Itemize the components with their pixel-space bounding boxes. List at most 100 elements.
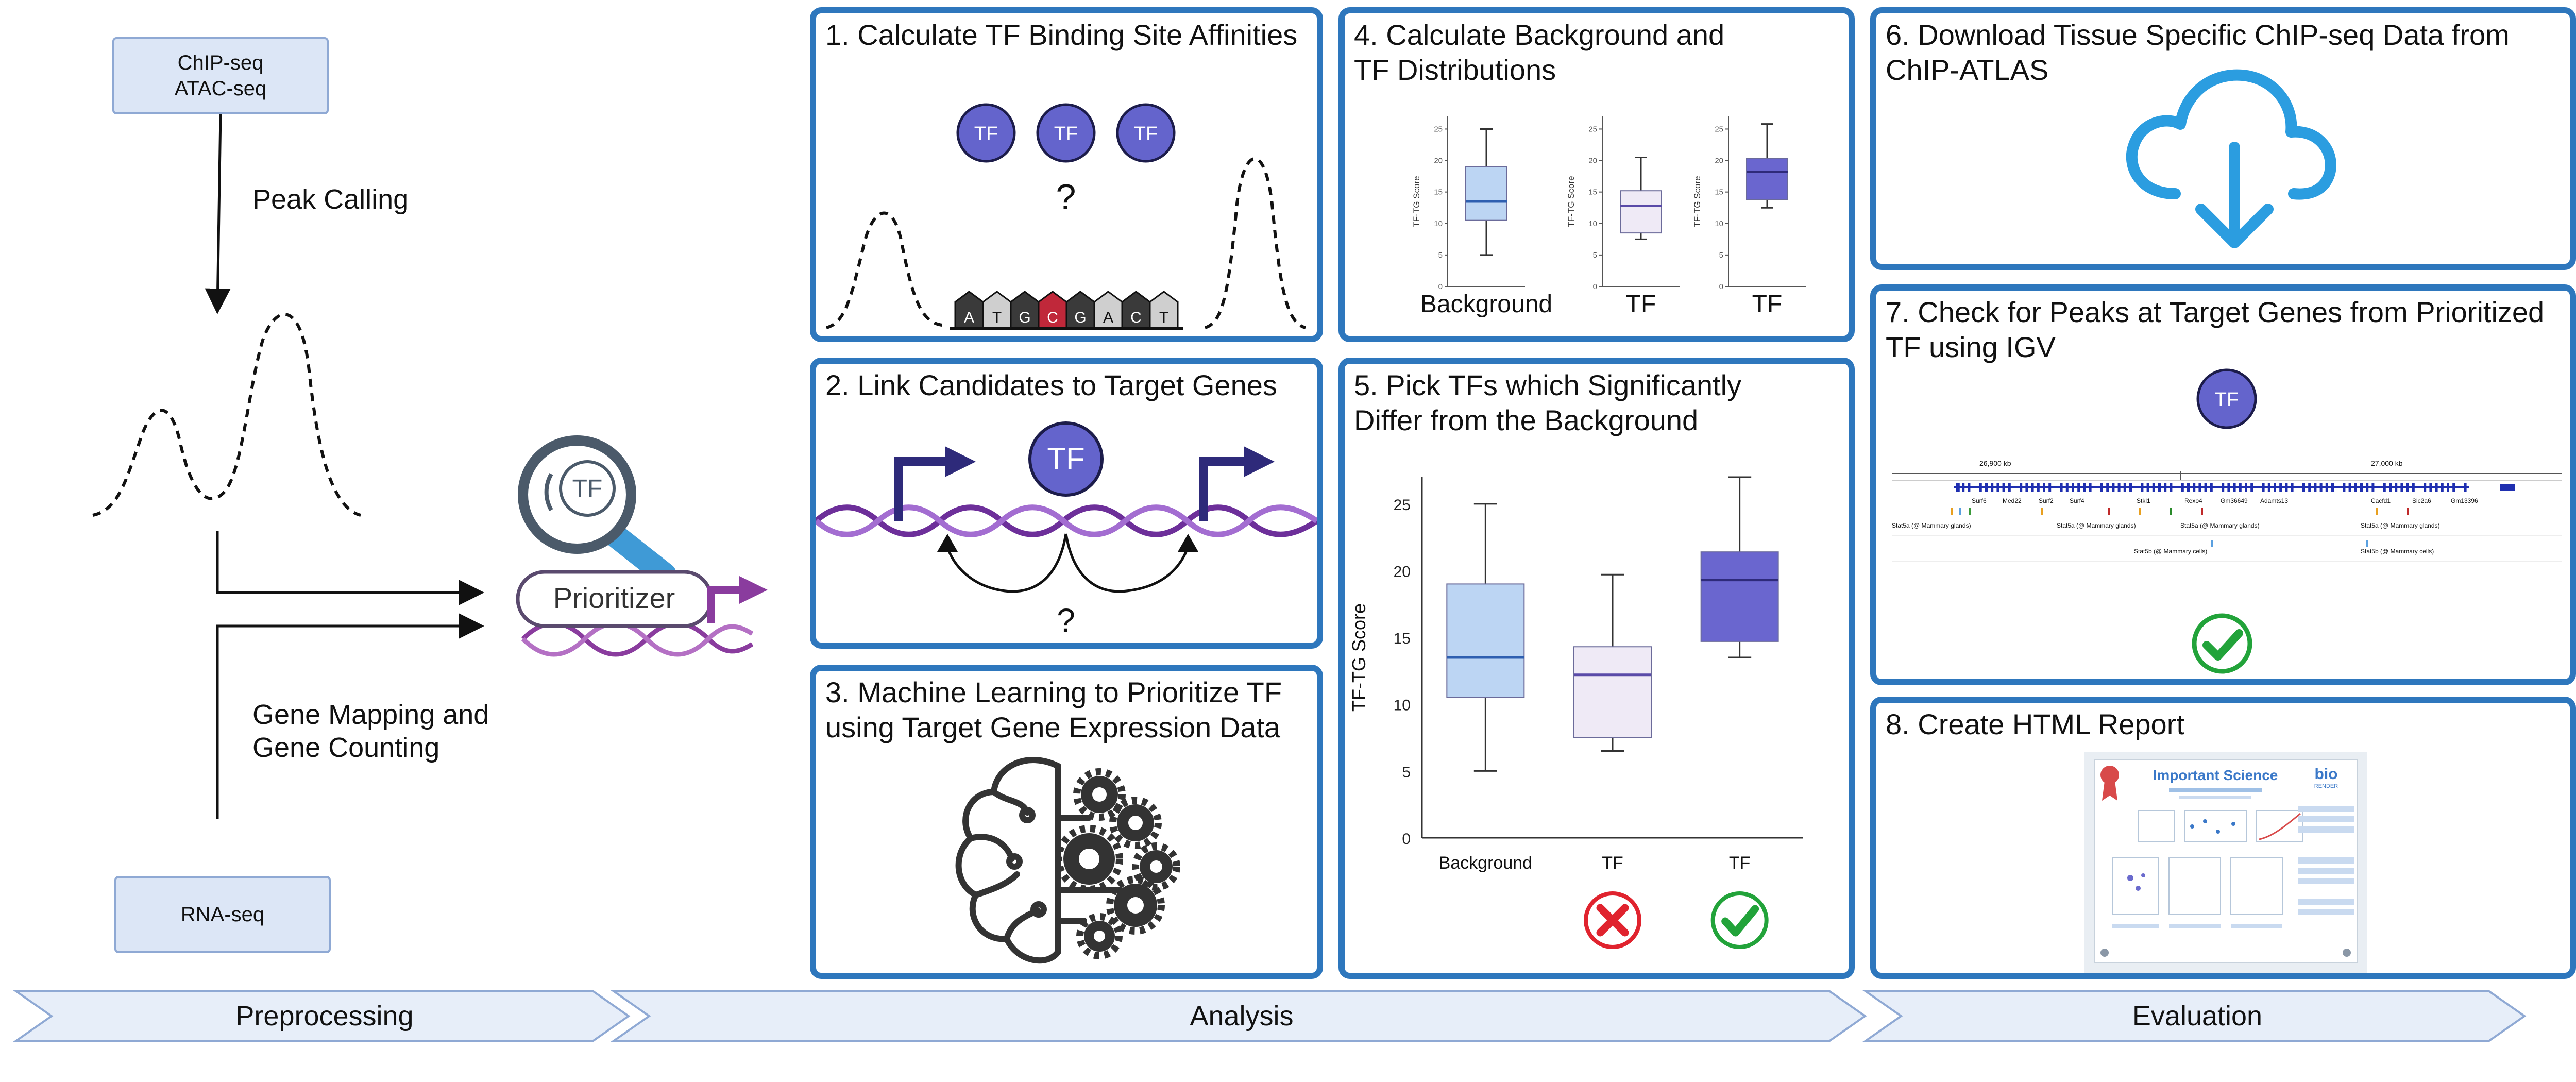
tf-circle-1: TF <box>956 103 1016 163</box>
stage-label-preprocessing: Preprocessing <box>235 1001 414 1032</box>
box-0 <box>1446 503 1525 772</box>
cross-icon <box>1584 891 1641 949</box>
box-2 <box>1746 123 1788 209</box>
igv-gene-label: Gm36649 <box>2221 497 2248 504</box>
brain-gears-icon <box>955 757 1180 964</box>
dna-base-4: G <box>1065 291 1095 329</box>
igv-browser-track: 26,900 kb 27,000 kb Surf6 Med22 Surf2 Surf4 St… <box>1892 459 2562 562</box>
igv-track-label: Stat5b (@ Mammary cells) <box>2361 548 2434 555</box>
x-category-label: TF <box>1752 291 1783 318</box>
panel-1-title: 1. Calculate TF Binding Site Affinities <box>825 19 1298 51</box>
peak-calling-arrow <box>205 114 231 314</box>
igv-gene-label: Surf2 <box>2039 497 2054 504</box>
tf-circle-center <box>1028 421 1104 497</box>
igv-track-label: Stat5a (@ Mammary glands) <box>2057 522 2136 529</box>
box-iqr <box>1465 166 1507 221</box>
box-iqr <box>1746 158 1788 200</box>
report-logo-bio: bio <box>2315 766 2338 783</box>
igv-gene-label: Stkl1 <box>2137 497 2150 504</box>
igv-peak <box>2201 508 2203 515</box>
panel-machine-learning: 3. Machine Learning to Prioritize TF usi… <box>810 665 1323 979</box>
igv-gene-label: Med22 <box>2003 497 2022 504</box>
box-0 <box>1465 128 1507 256</box>
mini-y-tick-label: 5 <box>1593 251 1597 260</box>
dna-base-5: A <box>1093 291 1123 329</box>
peak-signal-curve <box>92 313 361 517</box>
tf-center-label: TF <box>1047 442 1084 476</box>
dna-base-label: C <box>1047 309 1058 326</box>
chipseq-atacseq-box: ChIP-seq ATAC-seq <box>112 37 329 114</box>
igv-peak <box>2139 508 2141 515</box>
rnaseq-to-prioritizer-arrow <box>216 613 484 819</box>
y-tick-label: 25 <box>1394 497 1411 514</box>
prioritizer-tf-text: TF <box>572 475 603 502</box>
svg-text:TF: TF <box>1054 123 1078 145</box>
panel-4-title: 4. Calculate Background and TF Distribut… <box>1354 19 1725 86</box>
y-axis-label: TF-TG Score <box>1348 603 1369 712</box>
check-icon <box>1710 891 1769 949</box>
panel-igv-peaks: 7. Check for Peaks at Target Genes from … <box>1870 284 2576 685</box>
chevron-evaluation <box>1861 990 2527 1042</box>
chevron-preprocessing <box>12 990 631 1042</box>
box-iqr <box>1620 190 1662 234</box>
igv-peak <box>2407 508 2409 515</box>
binding-question-mark: ? <box>1056 177 1076 217</box>
stage-label-analysis: Analysis <box>1190 1001 1294 1032</box>
panel-link-target-genes: 2. Link Candidates to Target Genes TF ? <box>810 358 1323 649</box>
prioritizer-label: Prioritizer <box>553 582 675 614</box>
mini-y-axis-label: TF-TG Score <box>1566 176 1576 227</box>
igv-track-label: Stat5b (@ Mammary cells) <box>2134 548 2207 555</box>
mini-y-axis-label: TF-TG Score <box>1692 176 1702 227</box>
box-iqr <box>1573 646 1652 738</box>
tf-circle-igv: TF <box>2196 368 2257 429</box>
peaks-to-prioritizer-arrow <box>216 531 484 605</box>
panel-8-title: 8. Create HTML Report <box>1886 708 2184 740</box>
panel-2-title: 2. Link Candidates to Target Genes <box>825 369 1277 401</box>
igv-gene-label: Surf4 <box>2070 497 2084 504</box>
link-question-mark: ? <box>1057 602 1075 639</box>
igv-gene-label: Cacfd1 <box>2371 497 2391 504</box>
report-preview-image: Important Science bio RENDER <box>2084 752 2367 973</box>
panel-7-title: 7. Check for Peaks at Target Genes from … <box>1886 296 2545 363</box>
igv-peak <box>1959 508 1961 515</box>
panel-6-title: 6. Download Tissue Specific ChIP-seq Dat… <box>1886 19 2510 86</box>
report-logo-render: RENDER <box>2314 783 2338 789</box>
dna-base-0: A <box>954 291 984 329</box>
box-iqr <box>1446 583 1525 698</box>
mini-y-tick-label: 15 <box>1434 188 1443 197</box>
x-category-label: TF <box>1729 853 1751 873</box>
mini-y-tick-label: 5 <box>1719 251 1723 260</box>
gene-mapping-label: Gene Mapping and Gene Counting <box>252 699 489 763</box>
box-1 <box>1620 156 1662 240</box>
x-category-label: TF <box>1626 291 1656 318</box>
dna-base-label: G <box>1019 309 1030 326</box>
mini-y-tick-label: 15 <box>1588 188 1597 197</box>
igv-peak <box>1951 508 1953 515</box>
panel-html-report: 8. Create HTML Report Important Science … <box>1870 697 2576 979</box>
box-2 <box>1700 476 1779 658</box>
dna-base-2: G <box>1010 291 1040 329</box>
y-tick-label: 20 <box>1394 563 1411 580</box>
x-category-label: Background <box>1420 291 1552 318</box>
mini-y-tick-label: 25 <box>1588 125 1597 133</box>
mini-y-tick-label: 20 <box>1588 157 1597 165</box>
mini-y-tick-label: 25 <box>1434 125 1443 133</box>
igv-gene-label: Slc2a6 <box>2412 497 2431 504</box>
svg-text:TF: TF <box>974 123 998 145</box>
panel-5-title: 5. Pick TFs which Significantly Differ f… <box>1354 369 1742 436</box>
svg-text:TF: TF <box>1134 123 1158 145</box>
igv-gene-label: Surf6 <box>1972 497 1987 504</box>
box-iqr <box>1700 551 1779 642</box>
y-tick-label: 15 <box>1394 630 1411 647</box>
igv-track-label: Stat5a (@ Mammary glands) <box>2180 522 2260 529</box>
tf-circle-3: TF <box>1116 103 1176 163</box>
dna-base-label: T <box>1159 309 1168 326</box>
y-tick-label: 5 <box>1402 764 1411 781</box>
panel-background-distributions: 4. Calculate Background and TF Distribut… <box>1338 7 1855 342</box>
panel-3-title: 3. Machine Learning to Prioritize TF usi… <box>825 676 1282 743</box>
dna-base-6: C <box>1121 291 1151 329</box>
mini-y-tick-label: 10 <box>1434 219 1443 228</box>
